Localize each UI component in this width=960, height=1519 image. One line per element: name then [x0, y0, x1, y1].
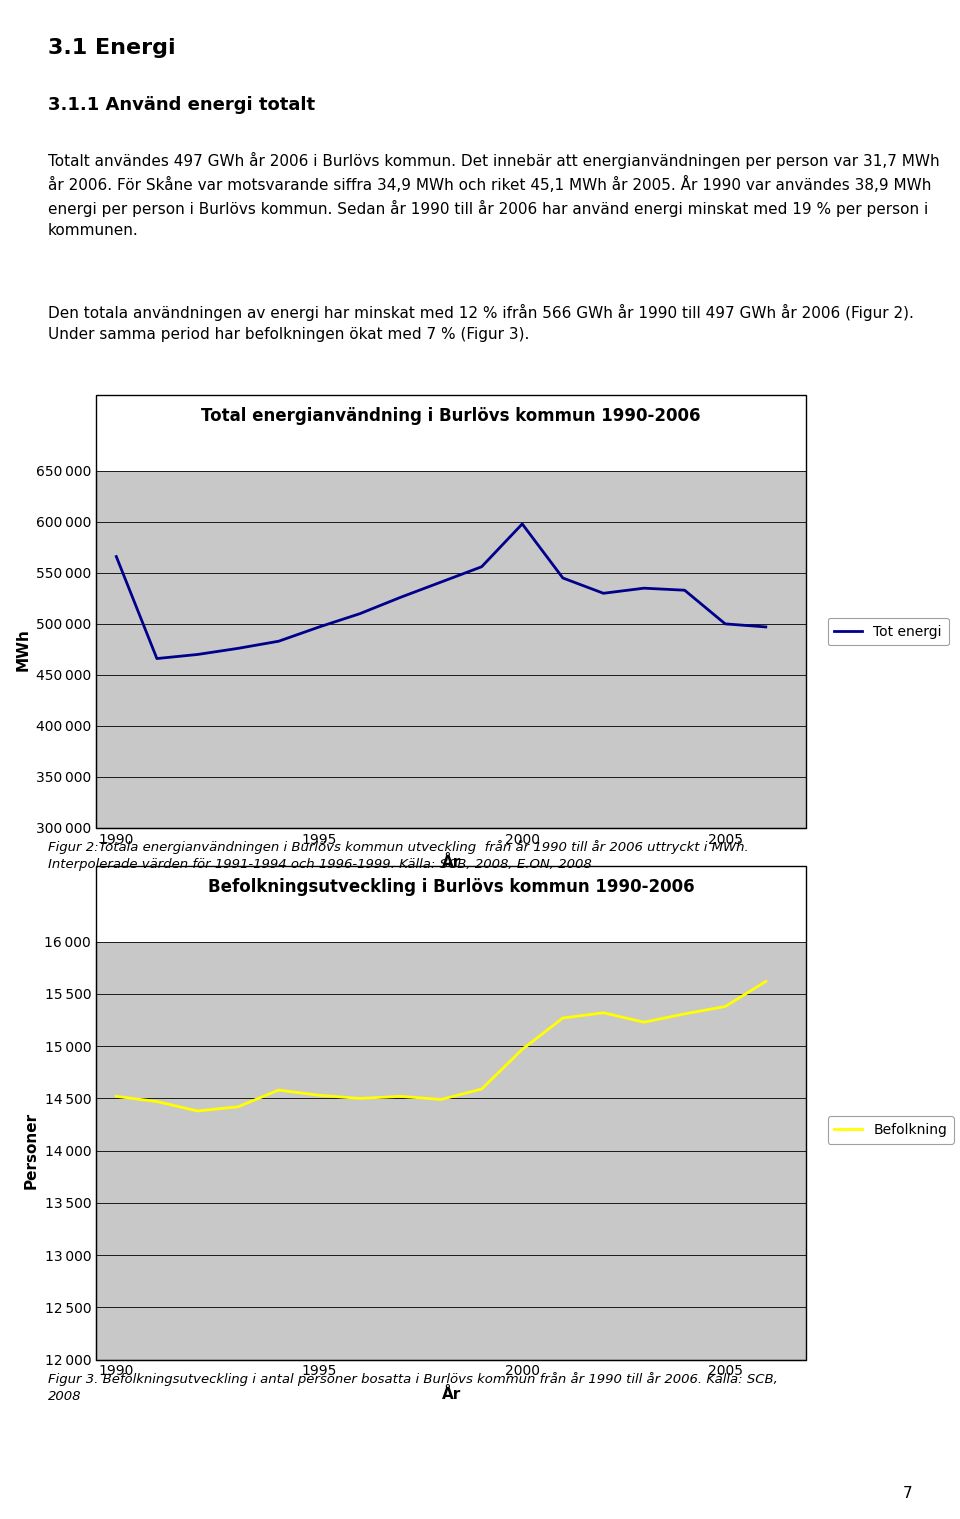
- Befolkning: [151, 1092, 162, 1110]
- Befolkning: [110, 1088, 122, 1106]
- Text: Total energianvändning i Burlövs kommun 1990-2006: Total energianvändning i Burlövs kommun …: [202, 407, 701, 425]
- Tot energi: [435, 573, 446, 591]
- Befolkning: [435, 1091, 446, 1109]
- Tot energi: [110, 547, 122, 565]
- Befolkning: [638, 1013, 650, 1031]
- Befolkning: [679, 1004, 690, 1022]
- Tot energi: [638, 579, 650, 597]
- Befolkning: [516, 1041, 528, 1059]
- Text: Befolkningsutveckling i Burlövs kommun 1990-2006: Befolkningsutveckling i Burlövs kommun 1…: [208, 878, 694, 896]
- Befolkning: [476, 1080, 488, 1098]
- Y-axis label: Personer: Personer: [24, 1112, 38, 1189]
- Befolkning: [760, 972, 772, 990]
- Tot energi: [598, 585, 610, 603]
- Tot energi: [151, 650, 162, 668]
- X-axis label: År: År: [442, 855, 461, 870]
- X-axis label: År: År: [442, 1387, 461, 1402]
- Text: 3.1 Energi: 3.1 Energi: [48, 38, 176, 58]
- Text: 7: 7: [902, 1486, 912, 1501]
- Tot energi: [395, 588, 406, 606]
- Tot energi: [314, 618, 325, 636]
- Tot energi: [516, 515, 528, 533]
- Text: Totalt användes 497 GWh år 2006 i Burlövs kommun. Det innebär att energianvändni: Totalt användes 497 GWh år 2006 i Burlöv…: [48, 152, 940, 238]
- Tot energi: [557, 570, 568, 588]
- Text: Figur 2:Totala energianvändningen i Burlövs kommun utveckling  från år 1990 till: Figur 2:Totala energianvändningen i Burl…: [48, 840, 749, 870]
- Tot energi: [192, 646, 204, 664]
- Text: 3.1.1 Använd energi totalt: 3.1.1 Använd energi totalt: [48, 96, 315, 114]
- Befolkning: [598, 1004, 610, 1022]
- Tot energi: [476, 557, 488, 576]
- Tot energi: [679, 582, 690, 600]
- Befolkning: [314, 1086, 325, 1104]
- Legend: Tot energi: Tot energi: [828, 618, 948, 646]
- Text: Den totala användningen av energi har minskat med 12 % ifrån 566 GWh år 1990 til: Den totala användningen av energi har mi…: [48, 304, 914, 342]
- Tot energi: [760, 618, 772, 636]
- Befolkning: [557, 1009, 568, 1027]
- Line: Tot energi: Tot energi: [116, 524, 766, 659]
- Befolkning: [354, 1089, 366, 1107]
- Befolkning: [232, 1098, 244, 1116]
- Befolkning: [192, 1101, 204, 1120]
- Tot energi: [273, 632, 284, 650]
- Tot energi: [232, 639, 244, 658]
- Befolkning: [719, 998, 731, 1016]
- Befolkning: [273, 1082, 284, 1100]
- Text: Figur 3. Befolkningsutveckling i antal personer bosatta i Burlövs kommun från år: Figur 3. Befolkningsutveckling i antal p…: [48, 1372, 778, 1402]
- Legend: Befolkning: Befolkning: [828, 1116, 954, 1144]
- Y-axis label: MWh: MWh: [15, 627, 30, 671]
- Befolkning: [395, 1088, 406, 1106]
- Tot energi: [719, 615, 731, 633]
- Line: Befolkning: Befolkning: [116, 981, 766, 1110]
- Tot energi: [354, 605, 366, 623]
